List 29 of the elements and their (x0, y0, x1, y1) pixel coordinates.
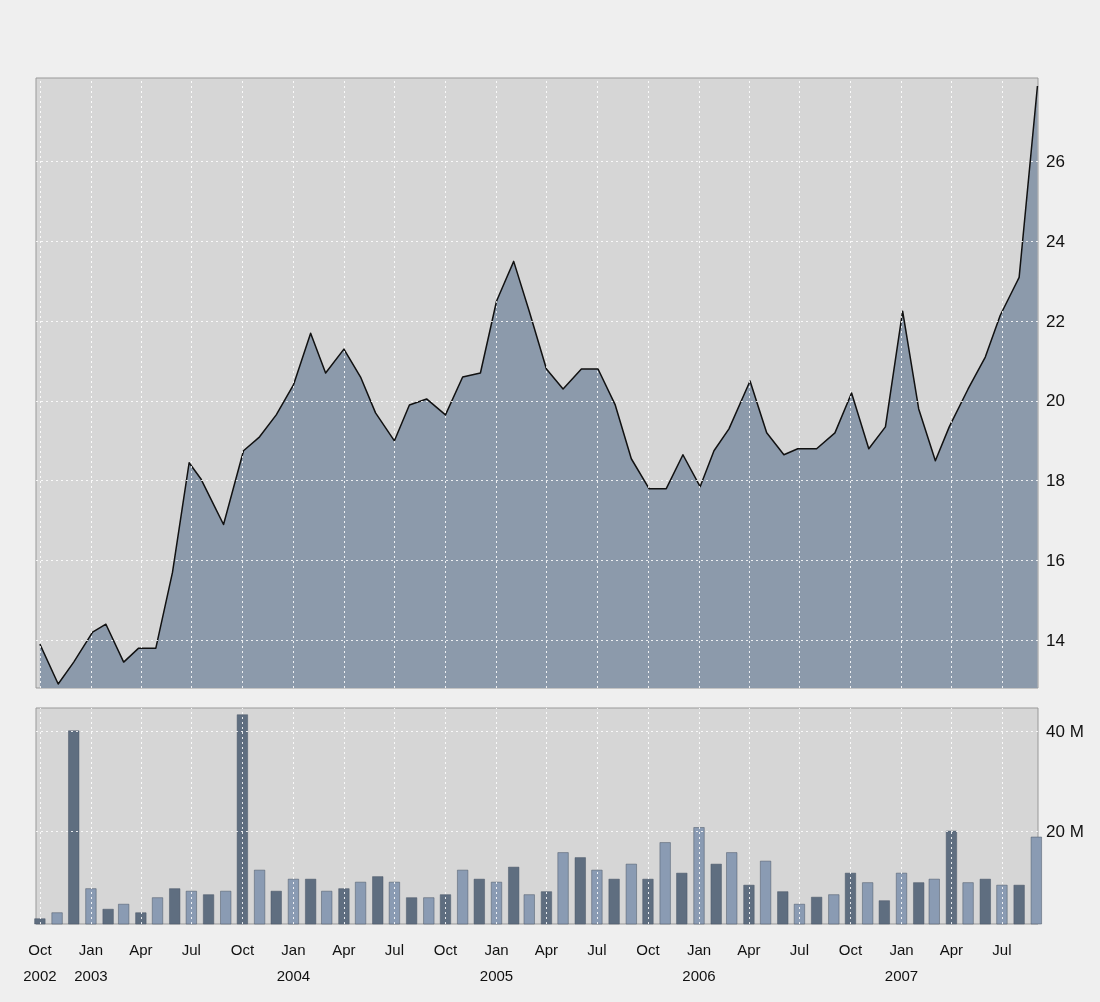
y-tick-label: 26 (1046, 152, 1065, 172)
x-tick-label: Jan 2004 (276, 940, 311, 984)
x-tick-label: Jan 2003 (74, 940, 108, 984)
x-tick-label: Oct (636, 940, 661, 958)
x-tick-label: Oct (230, 940, 255, 958)
y-tick-label: 22 (1046, 311, 1065, 331)
x-tick-label: Jul (384, 940, 405, 958)
x-tick-label: Apr (332, 940, 356, 958)
x-tick-label: Apr (737, 940, 761, 958)
x-tick-label: Jul (992, 940, 1012, 958)
x-tick-label: Jan 2006 (682, 940, 716, 984)
x-tick-label: Apr (129, 940, 153, 958)
y-tick-label: 40 M (1046, 721, 1084, 741)
x-tick-label: Apr (939, 940, 964, 958)
y-tick-label: 14 (1046, 630, 1065, 650)
x-tick-label: Jul (181, 940, 201, 958)
y-tick-label: 20 (1046, 391, 1065, 411)
x-tick-label: Oct (433, 940, 458, 958)
x-tick-label: Oct 2002 (23, 940, 57, 984)
x-tick-label: Oct (838, 940, 863, 958)
y-tick-label: 24 (1046, 231, 1065, 251)
x-tick-label: Jul (789, 940, 810, 958)
x-tick-label: Jan 2005 (479, 940, 514, 984)
x-tick-label: Jul (587, 940, 607, 958)
y-tick-label: 18 (1046, 471, 1065, 491)
x-tick-label: Apr (534, 940, 559, 958)
y-tick-label: 16 (1046, 550, 1065, 570)
x-tick-label: Jan 2007 (884, 940, 919, 984)
y-tick-label: 20 M (1046, 821, 1084, 841)
